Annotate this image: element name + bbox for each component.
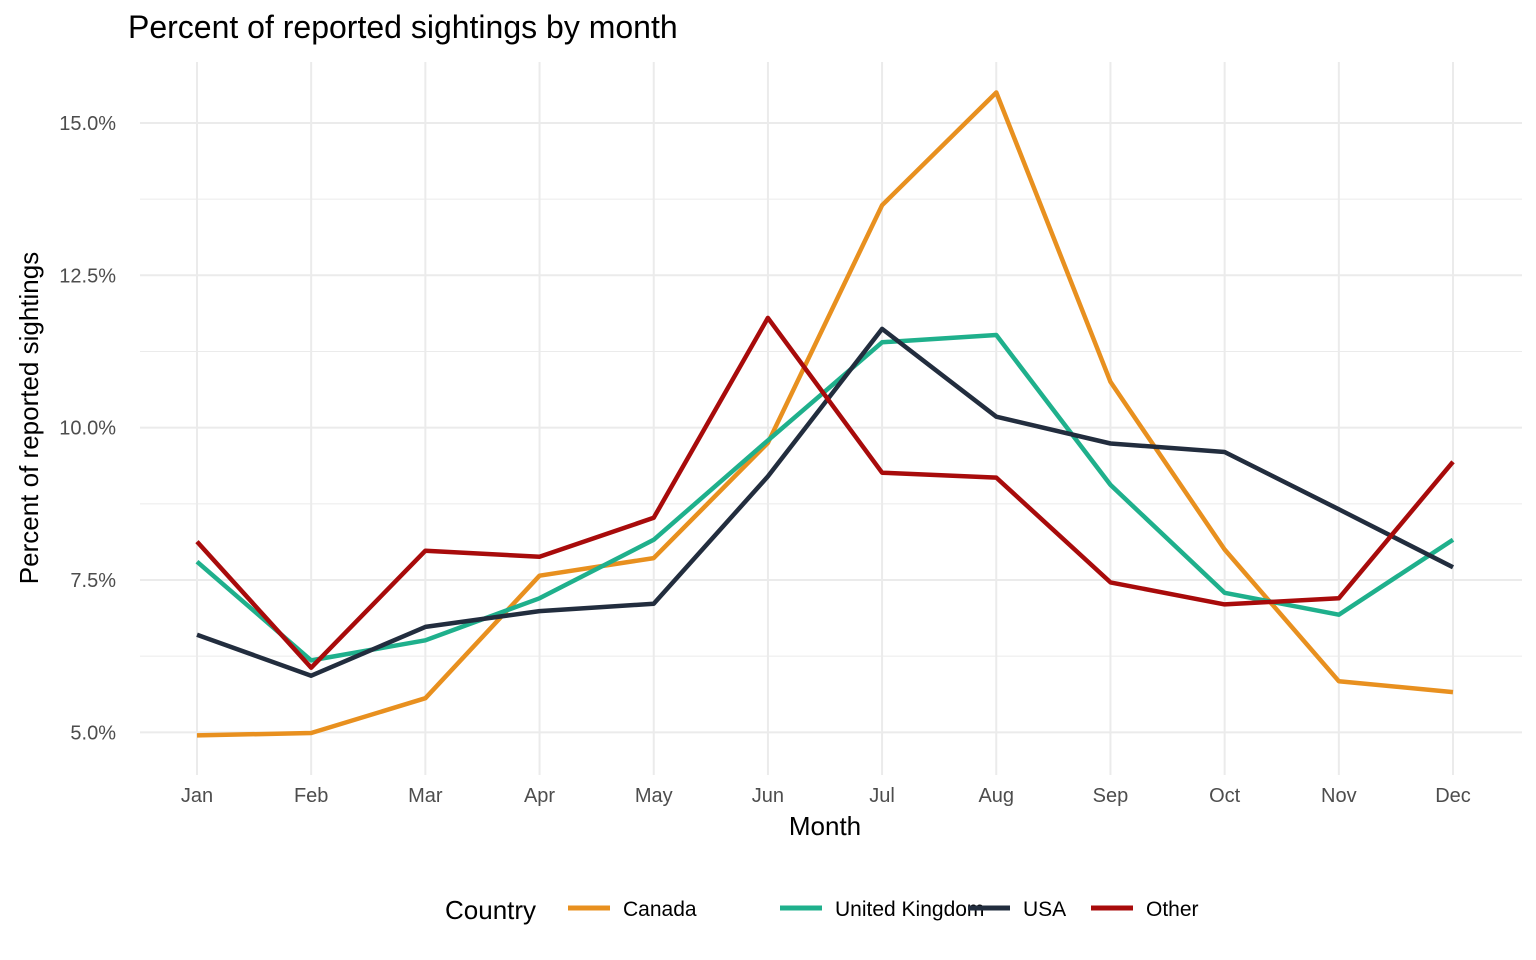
x-tick-label: Feb [294, 785, 328, 807]
x-tick-label: Aug [978, 785, 1014, 807]
legend-label: Other [1146, 898, 1199, 921]
x-tick-label: Sep [1093, 785, 1129, 807]
y-tick-label: 10.0% [59, 418, 116, 440]
legend-title: Country [445, 895, 536, 925]
y-tick-label: 15.0% [59, 113, 116, 135]
y-axis-title: Percent of reported sightings [14, 252, 44, 584]
x-axis-ticks: Jan Feb Mar Apr May Jun Jul Aug Sep Oct Nov Dec [181, 785, 1471, 807]
x-tick-label: Jul [869, 785, 895, 807]
chart-title: Percent of reported sightings by month [128, 9, 678, 45]
legend-label: Canada [623, 898, 697, 921]
x-tick-label: Mar [408, 785, 443, 807]
x-tick-label: Jun [752, 785, 784, 807]
x-tick-label: Oct [1209, 785, 1241, 807]
x-tick-label: Dec [1435, 785, 1471, 807]
legend-label: USA [1023, 898, 1066, 921]
legend-label: United Kingdom [835, 898, 984, 921]
legend: Country Canada United Kingdom USA Other [445, 895, 1199, 925]
x-tick-label: May [635, 785, 673, 807]
grid [140, 62, 1522, 775]
y-tick-label: 7.5% [70, 570, 116, 592]
y-axis-ticks: 5.0% 7.5% 10.0% 12.5% 15.0% [59, 113, 116, 744]
x-tick-label: Apr [524, 785, 555, 807]
x-tick-label: Nov [1321, 785, 1357, 807]
x-tick-label: Jan [181, 785, 213, 807]
series-line-other [195, 315, 1455, 670]
series-line-united-kingdom [195, 332, 1455, 663]
y-tick-label: 12.5% [59, 265, 116, 287]
y-tick-label: 5.0% [70, 722, 116, 744]
series-line-canada [196, 90, 1454, 738]
series-line-usa [196, 326, 1455, 678]
x-axis-title: Month [789, 811, 861, 841]
series-lines [195, 90, 1455, 738]
